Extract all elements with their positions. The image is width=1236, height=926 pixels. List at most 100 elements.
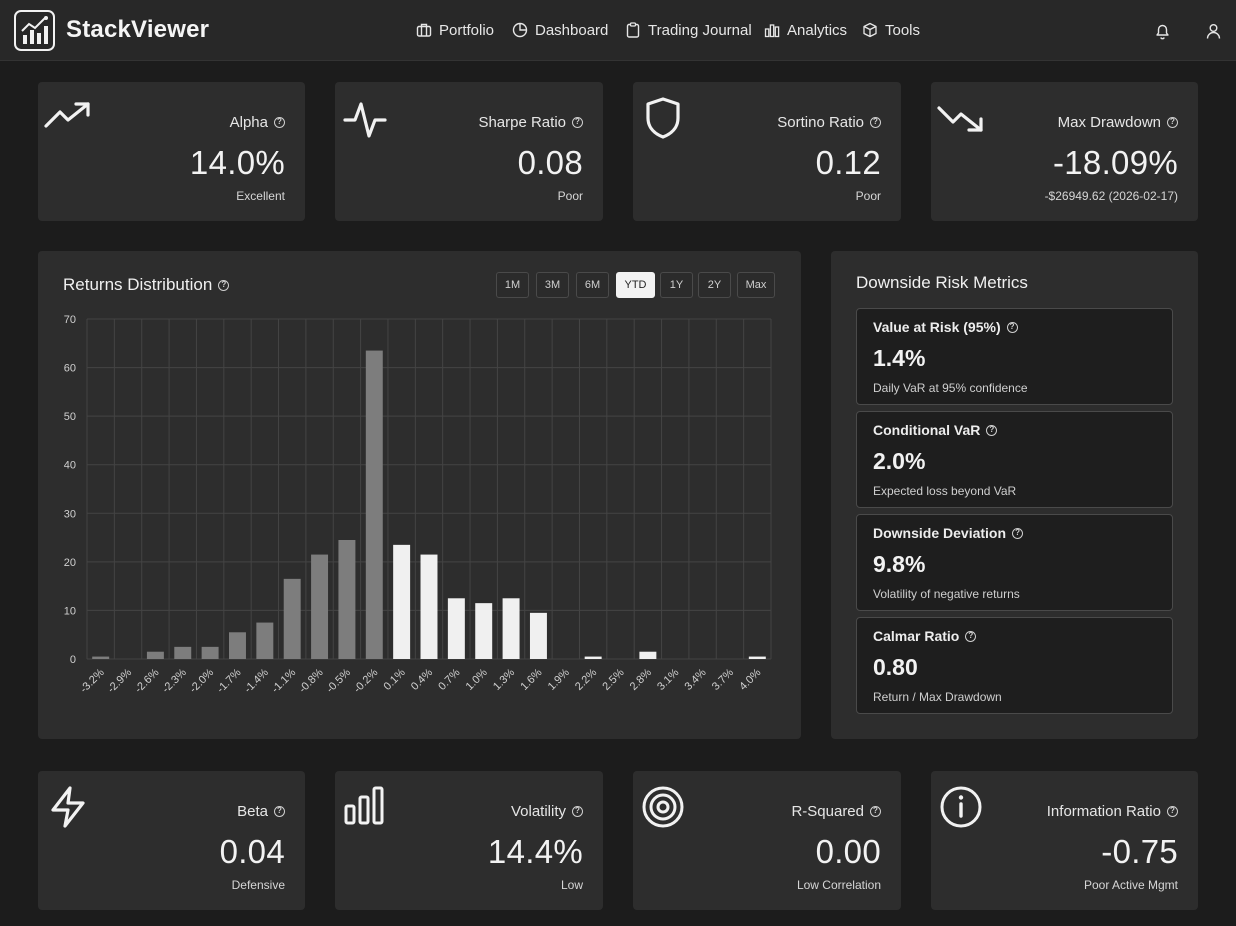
metric-card-sortino: Sortino Ratio? 0.12 Poor bbox=[633, 82, 901, 221]
timeframe-max-button[interactable]: Max bbox=[737, 272, 775, 298]
x-tick-label: 0.7% bbox=[436, 666, 462, 692]
metric-value: 14.0% bbox=[189, 144, 285, 181]
bell-icon[interactable] bbox=[1154, 22, 1171, 45]
help-icon[interactable]: ? bbox=[986, 424, 998, 436]
x-tick-label: 0.1% bbox=[382, 666, 408, 692]
help-icon[interactable]: ? bbox=[1167, 117, 1178, 128]
metric-label: Sharpe Ratio? bbox=[478, 114, 583, 131]
risk-label: Value at Risk (95%)? bbox=[873, 319, 1018, 335]
help-icon[interactable]: ? bbox=[572, 117, 583, 128]
help-icon[interactable]: ? bbox=[572, 806, 583, 817]
metric-value: 0.08 bbox=[517, 144, 583, 181]
x-tick-label: -0.8% bbox=[297, 666, 326, 695]
metric-card-r-squared: R-Squared? 0.00 Low Correlation bbox=[633, 771, 901, 910]
risk-item-downside-deviation: Downside Deviation? 9.8% Volatility of n… bbox=[856, 514, 1173, 611]
metric-label: Information Ratio? bbox=[1047, 803, 1178, 820]
metric-card-information-ratio: Information Ratio? -0.75 Poor Active Mgm… bbox=[931, 771, 1198, 910]
nav-dashboard-label: Dashboard bbox=[535, 21, 609, 39]
risk-item-var: Value at Risk (95%)? 1.4% Daily VaR at 9… bbox=[856, 308, 1173, 405]
help-icon[interactable]: ? bbox=[870, 806, 881, 817]
nav-portfolio[interactable]: Portfolio bbox=[416, 20, 494, 40]
timeframe-2y-button[interactable]: 2Y bbox=[698, 272, 731, 298]
metric-subtext: Poor Active Mgmt bbox=[1083, 878, 1178, 892]
metric-card-beta: Beta? 0.04 Defensive bbox=[38, 771, 305, 910]
help-icon[interactable]: ? bbox=[1006, 321, 1018, 333]
risk-subtext: Return / Max Drawdown bbox=[873, 690, 1002, 704]
bars-icon bbox=[343, 785, 387, 832]
histogram-bar bbox=[174, 646, 192, 659]
trending-up-icon bbox=[44, 100, 92, 141]
lightning-icon bbox=[48, 785, 88, 834]
metric-subtext: Low Correlation bbox=[796, 878, 881, 892]
nav-analytics[interactable]: Analytics bbox=[764, 20, 847, 40]
x-tick-label: 3.4% bbox=[683, 666, 709, 692]
target-icon bbox=[641, 785, 685, 834]
x-tick-label: -2.3% bbox=[160, 666, 189, 695]
x-tick-label: 2.8% bbox=[628, 666, 654, 692]
risk-label: Calmar Ratio? bbox=[873, 628, 977, 644]
x-tick-label: 2.5% bbox=[600, 666, 626, 692]
histogram-bar bbox=[529, 612, 547, 659]
timeframe-1y-button[interactable]: 1Y bbox=[660, 272, 693, 298]
trending-down-icon bbox=[937, 100, 985, 141]
histogram-bar bbox=[365, 350, 383, 659]
logo-icon[interactable] bbox=[14, 10, 55, 51]
histogram-bar bbox=[338, 540, 356, 659]
risk-label: Conditional VaR? bbox=[873, 422, 998, 438]
shield-icon bbox=[645, 96, 681, 145]
histogram-bar bbox=[146, 651, 164, 659]
nav-portfolio-label: Portfolio bbox=[439, 21, 495, 39]
risk-item-cvar: Conditional VaR? 2.0% Expected loss beyo… bbox=[856, 411, 1173, 508]
metric-label: R-Squared? bbox=[791, 803, 881, 820]
histogram-bar bbox=[447, 598, 465, 659]
help-icon[interactable]: ? bbox=[965, 630, 977, 642]
help-icon[interactable]: ? bbox=[1167, 806, 1178, 817]
metric-card-sharpe: Sharpe Ratio? 0.08 Poor bbox=[335, 82, 603, 221]
timeframe-ytd-button[interactable]: YTD bbox=[616, 272, 655, 298]
histogram-bar bbox=[584, 656, 602, 659]
metric-value: 0.04 bbox=[219, 833, 285, 870]
metric-subtext: Excellent bbox=[236, 189, 285, 203]
metric-subtext: Poor bbox=[855, 189, 881, 203]
x-tick-label: -1.1% bbox=[270, 666, 299, 695]
timeframe-3m-button[interactable]: 3M bbox=[536, 272, 569, 298]
metric-label: Sortino Ratio? bbox=[777, 114, 881, 131]
nav-trading-journal[interactable]: Trading Journal bbox=[625, 20, 752, 40]
x-tick-label: 1.3% bbox=[491, 666, 517, 692]
metric-card-volatility: Volatility? 14.4% Low bbox=[335, 771, 603, 910]
help-icon[interactable]: ? bbox=[218, 279, 230, 291]
user-icon[interactable] bbox=[1205, 22, 1222, 45]
metric-value: 0.00 bbox=[815, 833, 881, 870]
x-tick-label: 3.1% bbox=[655, 666, 681, 692]
activity-icon bbox=[343, 100, 387, 145]
timeframe-1m-button[interactable]: 1M bbox=[496, 272, 529, 298]
metric-value: 14.4% bbox=[487, 833, 583, 870]
x-tick-label: -3.2% bbox=[78, 666, 107, 695]
clipboard-icon bbox=[625, 22, 641, 38]
x-tick-label: -1.7% bbox=[215, 666, 244, 695]
y-tick-label: 20 bbox=[64, 557, 76, 569]
y-tick-label: 50 bbox=[64, 411, 76, 423]
x-tick-label: -1.4% bbox=[242, 666, 271, 695]
nav-trading-journal-label: Trading Journal bbox=[648, 21, 752, 39]
risk-subtext: Volatility of negative returns bbox=[873, 587, 1020, 601]
top-navbar: StackViewer Portfolio Dashboard Trading … bbox=[0, 0, 1236, 61]
risk-value: 1.4% bbox=[873, 345, 926, 371]
help-icon[interactable]: ? bbox=[870, 117, 881, 128]
help-icon[interactable]: ? bbox=[274, 806, 285, 817]
x-tick-label: 3.7% bbox=[710, 666, 736, 692]
risk-item-calmar: Calmar Ratio? 0.80 Return / Max Drawdown bbox=[856, 617, 1173, 714]
cube-icon bbox=[862, 22, 878, 38]
timeframe-6m-button[interactable]: 6M bbox=[576, 272, 609, 298]
x-tick-label: -0.2% bbox=[352, 666, 381, 695]
x-tick-label: -0.5% bbox=[324, 666, 353, 695]
nav-dashboard[interactable]: Dashboard bbox=[512, 20, 608, 40]
help-icon[interactable]: ? bbox=[274, 117, 285, 128]
briefcase-icon bbox=[416, 22, 432, 38]
nav-tools[interactable]: Tools bbox=[862, 20, 920, 40]
brand-name[interactable]: StackViewer bbox=[66, 16, 210, 43]
y-tick-label: 60 bbox=[64, 363, 76, 375]
help-icon[interactable]: ? bbox=[1012, 527, 1024, 539]
returns-histogram: 0 10 20 30 40 50 60 70 -3.2%-2.9%-2.6%-2.3%-2.0%… bbox=[64, 314, 772, 695]
histogram-bar bbox=[393, 544, 411, 659]
